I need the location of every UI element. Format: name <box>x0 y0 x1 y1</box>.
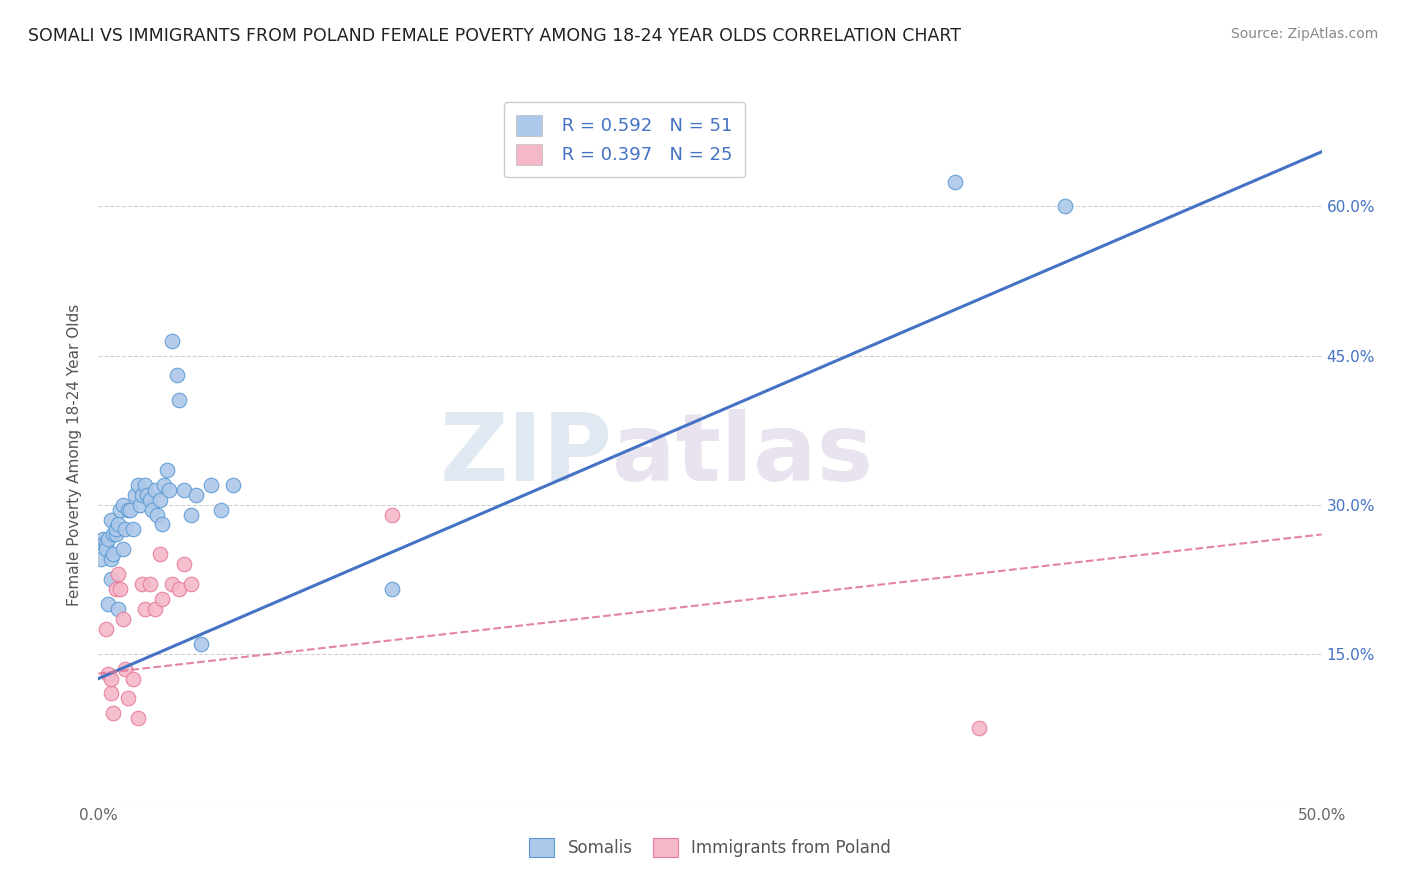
Point <box>139 577 162 591</box>
Point <box>131 488 153 502</box>
Point <box>101 527 124 541</box>
Point <box>91 533 114 547</box>
Point <box>186 488 208 502</box>
Point <box>111 542 134 557</box>
Point <box>180 508 202 522</box>
Point <box>114 523 136 537</box>
Point <box>943 175 966 189</box>
Text: Source: ZipAtlas.com: Source: ZipAtlas.com <box>1230 27 1378 41</box>
Point <box>150 592 173 607</box>
Point <box>127 477 149 491</box>
Point <box>100 686 122 700</box>
Point <box>190 637 212 651</box>
Point <box>129 498 152 512</box>
Point <box>149 547 172 561</box>
Point <box>100 672 122 686</box>
Point <box>100 512 122 526</box>
Text: SOMALI VS IMMIGRANTS FROM POLAND FEMALE POVERTY AMONG 18-24 YEAR OLDS CORRELATIO: SOMALI VS IMMIGRANTS FROM POLAND FEMALE … <box>28 27 962 45</box>
Point <box>97 597 120 611</box>
Point <box>114 662 136 676</box>
Point <box>134 477 156 491</box>
Point <box>136 488 159 502</box>
Point <box>117 691 139 706</box>
Y-axis label: Female Poverty Among 18-24 Year Olds: Female Poverty Among 18-24 Year Olds <box>67 304 83 606</box>
Legend: Somalis, Immigrants from Poland: Somalis, Immigrants from Poland <box>523 831 897 864</box>
Point <box>381 508 404 522</box>
Point <box>120 502 142 516</box>
Point <box>143 483 166 497</box>
Point <box>156 463 179 477</box>
Text: atlas: atlas <box>612 409 873 501</box>
Point <box>381 582 404 596</box>
Point <box>117 502 139 516</box>
Point <box>121 672 143 686</box>
Point <box>110 502 132 516</box>
Point <box>94 622 117 636</box>
Point <box>139 492 162 507</box>
Point <box>131 577 153 591</box>
Point <box>146 508 169 522</box>
Point <box>111 612 134 626</box>
Point <box>167 393 190 408</box>
Point <box>111 498 134 512</box>
Text: ZIP: ZIP <box>439 409 612 501</box>
Point <box>110 582 132 596</box>
Point <box>94 542 117 557</box>
Point <box>107 567 129 582</box>
Point <box>134 602 156 616</box>
Point <box>150 517 173 532</box>
Point <box>107 517 129 532</box>
Point <box>167 582 190 596</box>
Point <box>180 577 202 591</box>
Point <box>90 552 112 566</box>
Point <box>160 577 183 591</box>
Point <box>166 368 188 383</box>
Point <box>143 602 166 616</box>
Point <box>104 582 127 596</box>
Point <box>124 488 146 502</box>
Point <box>101 547 124 561</box>
Point <box>157 483 180 497</box>
Point <box>200 477 222 491</box>
Point <box>101 706 124 721</box>
Point <box>967 721 990 735</box>
Point <box>127 711 149 725</box>
Point <box>107 602 129 616</box>
Point <box>121 523 143 537</box>
Point <box>173 483 195 497</box>
Point <box>104 523 127 537</box>
Point <box>149 492 172 507</box>
Point <box>104 527 127 541</box>
Point <box>160 334 183 348</box>
Point <box>222 477 245 491</box>
Point <box>1053 199 1076 213</box>
Point <box>94 537 117 551</box>
Point <box>141 502 163 516</box>
Point <box>100 552 122 566</box>
Point <box>209 502 232 516</box>
Point <box>97 533 120 547</box>
Point <box>97 666 120 681</box>
Point <box>100 572 122 586</box>
Point <box>91 537 114 551</box>
Point <box>173 558 195 572</box>
Point <box>153 477 176 491</box>
